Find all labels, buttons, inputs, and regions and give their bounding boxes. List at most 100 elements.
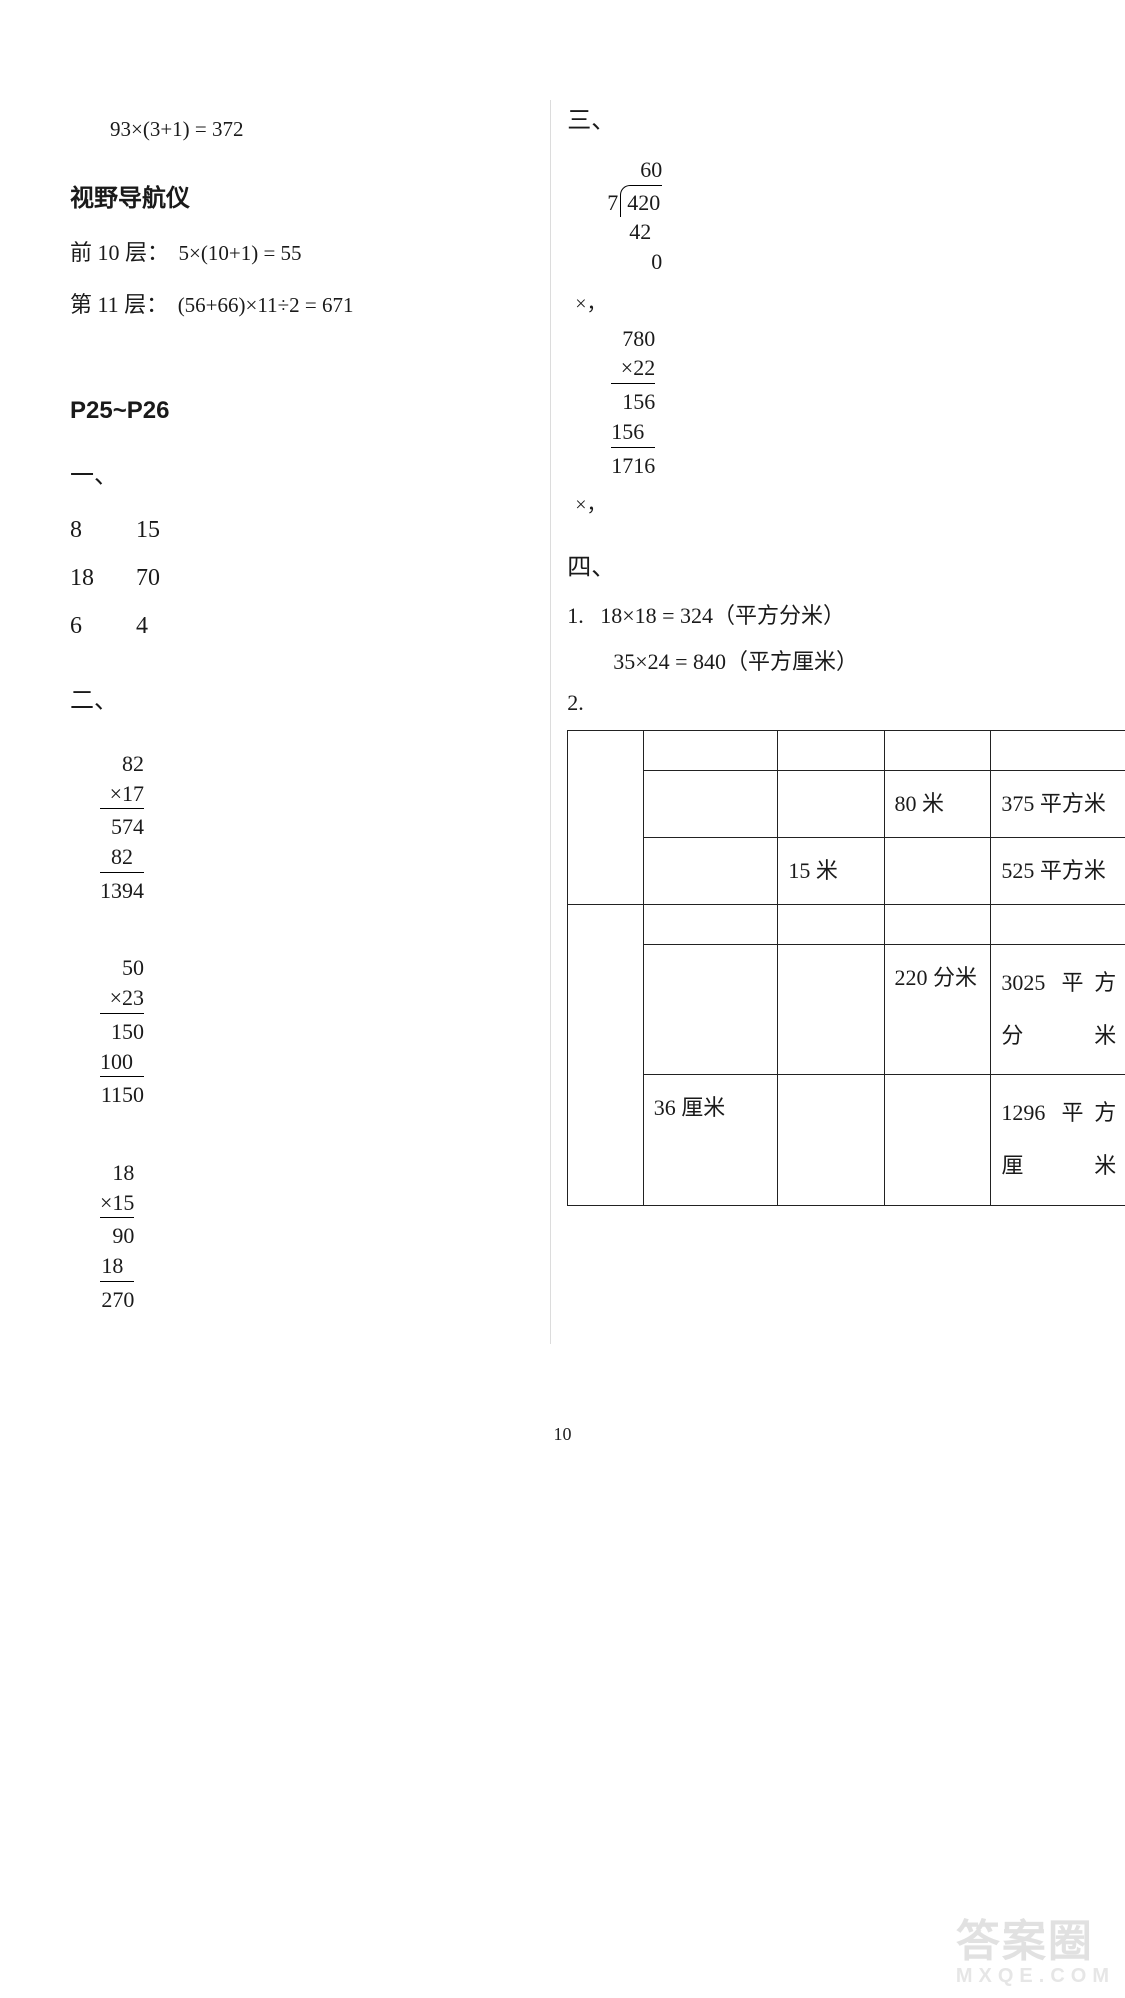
table-cell bbox=[643, 944, 778, 1075]
page-content: 93×(3+1) = 372 视野导航仪 前 10 层： 5×(10+1) = … bbox=[0, 0, 1125, 1384]
table-cell bbox=[643, 837, 778, 904]
grid-cell: 15 bbox=[136, 506, 196, 554]
grid-cell: 6 bbox=[70, 602, 130, 650]
calc-top: 50 bbox=[100, 953, 144, 983]
section-2-mark: 二、 bbox=[70, 680, 524, 715]
division-step: 42 bbox=[607, 217, 662, 247]
calc-result: 270 bbox=[100, 1281, 134, 1315]
table-row bbox=[568, 904, 1125, 944]
calc-partial2: 100 bbox=[100, 1047, 144, 1077]
equation-top: 93×(3+1) = 372 bbox=[70, 108, 524, 150]
calc-mul: ×15 bbox=[100, 1188, 134, 1218]
table-cell bbox=[991, 904, 1125, 944]
table-cell bbox=[568, 731, 644, 905]
layer10-line: 前 10 层： 5×(10+1) = 55 bbox=[70, 231, 524, 275]
table-cell bbox=[778, 771, 884, 838]
section-1-mark: 一、 bbox=[70, 455, 524, 490]
calc-partial1: 150 bbox=[100, 1013, 144, 1047]
calc-partial1: 90 bbox=[100, 1217, 134, 1251]
table-row: 15 米 525 平方米 bbox=[568, 837, 1125, 904]
division-dividend: 420 bbox=[620, 185, 662, 218]
vertical-calc-c: 18 ×15 90 18 270 bbox=[100, 1158, 134, 1314]
table-row: 220 分米 3025 平方分米 bbox=[568, 944, 1125, 1075]
table-cell bbox=[643, 771, 778, 838]
table-cell: 36 厘米 bbox=[643, 1075, 778, 1206]
division-remainder: 0 bbox=[607, 247, 662, 277]
number-grid: 8 15 18 70 6 4 bbox=[70, 506, 524, 650]
table-cell bbox=[884, 731, 991, 771]
watermark: 答案圈 MXQE.COM bbox=[956, 1905, 1115, 1988]
calc-result: 1150 bbox=[100, 1076, 144, 1110]
table-cell: 80 米 bbox=[884, 771, 991, 838]
calc-top: 780 bbox=[611, 324, 655, 354]
q4-2-label: 2. bbox=[567, 690, 1085, 716]
calc-mul: ×22 bbox=[611, 353, 655, 383]
layer10-eq: 5×(10+1) = 55 bbox=[175, 241, 302, 265]
grid-row: 6 4 bbox=[70, 602, 524, 650]
table-row: 80 米 375 平方米 bbox=[568, 771, 1125, 838]
calc-mul: ×17 bbox=[100, 779, 144, 809]
table-cell: 525 平方米 bbox=[991, 837, 1125, 904]
page-range: P25~P26 bbox=[70, 397, 524, 425]
section-4-mark: 四、 bbox=[567, 547, 1085, 582]
layer11-line: 第 11 层： (56+66)×11÷2 = 671 bbox=[70, 283, 524, 327]
watermark-main: 答案圈 bbox=[956, 1917, 1094, 1966]
right-column: 三、 60 7420 42 0 ×， 780 ×22 156 156 1716 … bbox=[557, 100, 1085, 1344]
q4-1a-eq: 18×18 = 324（平方分米） bbox=[600, 603, 845, 628]
vertical-calc-a: 82 ×17 574 82 1394 bbox=[100, 749, 144, 905]
layer11-label: 第 11 层： bbox=[70, 292, 168, 317]
heading-navigator: 视野导航仪 bbox=[70, 178, 524, 213]
layer11-eq: (56+66)×11÷2 = 671 bbox=[174, 293, 354, 317]
division-quotient: 60 bbox=[607, 155, 662, 185]
vertical-calc-d: 780 ×22 156 156 1716 bbox=[611, 324, 655, 480]
table-cell bbox=[884, 1075, 991, 1206]
table-cell bbox=[778, 731, 884, 771]
column-divider bbox=[550, 100, 551, 1344]
q4-1-label: 1. bbox=[567, 603, 584, 628]
table-cell bbox=[778, 944, 884, 1075]
vertical-calc-b: 50 ×23 150 100 1150 bbox=[100, 953, 144, 1109]
calc-partial2: 18 bbox=[100, 1251, 134, 1281]
calc-partial2: 82 bbox=[100, 842, 144, 872]
table-cell bbox=[778, 904, 884, 944]
table-cell bbox=[884, 837, 991, 904]
calc-partial2: 156 bbox=[611, 417, 655, 447]
division-body: 7420 bbox=[607, 185, 662, 218]
calc-result: 1716 bbox=[611, 447, 655, 481]
table-cell: 220 分米 bbox=[884, 944, 991, 1075]
table-row: 36 厘米 1296 平方厘米 bbox=[568, 1075, 1125, 1206]
calc-mul: ×23 bbox=[100, 983, 144, 1013]
area-table: 80 米 375 平方米 15 米 525 平方米 220 分米 3025 bbox=[567, 730, 1125, 1206]
calc-top: 18 bbox=[100, 1158, 134, 1188]
mult-note-1: ×， bbox=[575, 287, 1085, 316]
division-divisor: 7 bbox=[607, 188, 620, 218]
calc-top: 82 bbox=[100, 749, 144, 779]
grid-cell: 18 bbox=[70, 554, 130, 602]
calc-partial1: 156 bbox=[611, 383, 655, 417]
table-cell bbox=[568, 904, 644, 1205]
grid-cell: 70 bbox=[136, 554, 196, 602]
grid-row: 8 15 bbox=[70, 506, 524, 554]
watermark-sub: MXQE.COM bbox=[956, 1965, 1115, 1988]
page-number: 10 bbox=[0, 1424, 1125, 1445]
table-cell bbox=[778, 1075, 884, 1206]
table-row bbox=[568, 731, 1125, 771]
mult-note-2: ×， bbox=[575, 488, 1085, 517]
long-division: 60 7420 42 0 bbox=[607, 155, 662, 277]
q4-1-line-a: 1. 18×18 = 324（平方分米） bbox=[567, 598, 1085, 630]
q4-1b-eq: 35×24 = 840（平方厘米） bbox=[613, 649, 858, 674]
table-cell bbox=[991, 731, 1125, 771]
section-3-mark: 三、 bbox=[567, 100, 1085, 135]
table-cell: 375 平方米 bbox=[991, 771, 1125, 838]
calc-result: 1394 bbox=[100, 872, 144, 906]
layer10-label: 前 10 层： bbox=[70, 240, 169, 265]
table-cell: 1296 平方厘米 bbox=[991, 1075, 1125, 1206]
table-cell bbox=[643, 904, 778, 944]
q4-1-line-b: 35×24 = 840（平方厘米） bbox=[567, 644, 1085, 676]
table-cell bbox=[643, 731, 778, 771]
grid-cell: 8 bbox=[70, 506, 130, 554]
grid-row: 18 70 bbox=[70, 554, 524, 602]
left-column: 93×(3+1) = 372 视野导航仪 前 10 层： 5×(10+1) = … bbox=[70, 100, 544, 1344]
table-cell: 3025 平方分米 bbox=[991, 944, 1125, 1075]
calc-partial1: 574 bbox=[100, 808, 144, 842]
